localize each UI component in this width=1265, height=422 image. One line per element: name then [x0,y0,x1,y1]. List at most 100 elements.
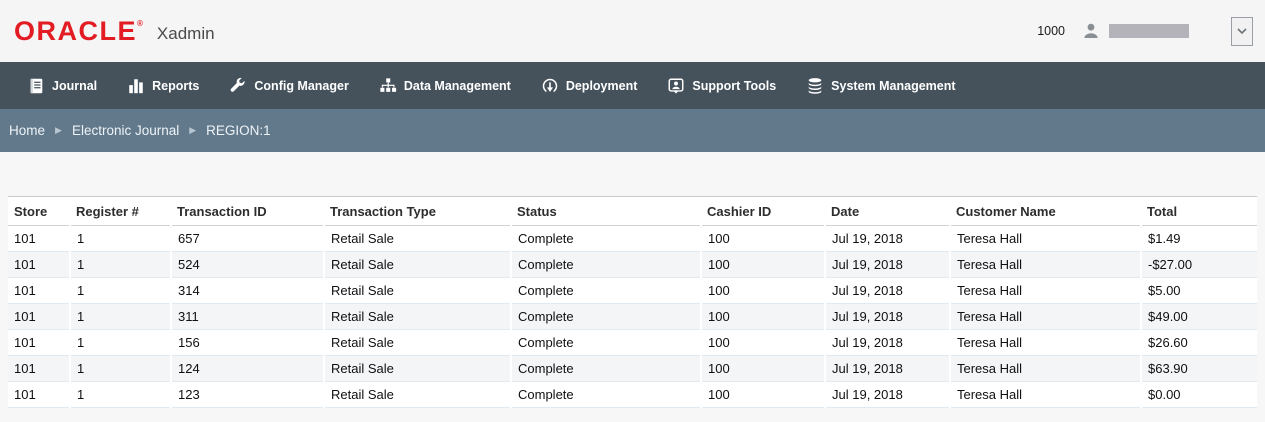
cell-register-: 1 [69,277,171,304]
deploy-icon [541,77,559,95]
cell-transaction-type: Retail Sale [323,225,511,252]
cell-customer-name: Teresa Hall [949,225,1141,252]
org-id: 1000 [1037,24,1065,38]
cell-status: Complete [510,381,701,408]
breadcrumb-separator-icon: ▶ [189,125,197,135]
cell-customer-name: Teresa Hall [949,355,1141,382]
cell-transaction-id: 123 [170,381,324,408]
table-row[interactable]: 101 1 524 Retail Sale Complete 100 Jul 19, 201… [8,251,1257,278]
nav-item-system-management[interactable]: System Management [806,77,956,95]
nav-item-label: Journal [52,78,98,93]
registered-mark: ® [137,18,143,28]
person-icon [1081,21,1101,41]
cell-register-: 1 [69,303,171,330]
nav-item-label: Support Tools [692,78,777,93]
cell-transaction-type: Retail Sale [323,277,511,304]
support-icon [667,77,685,95]
column-header-total[interactable]: Total [1141,196,1257,226]
table-row[interactable]: 101 1 123 Retail Sale Complete 100 Jul 19, 201… [8,381,1257,408]
nav-item-label: Config Manager [254,78,349,93]
column-header-cashier-id[interactable]: Cashier ID [701,196,825,226]
cell-transaction-id: 156 [170,329,324,356]
table-row[interactable]: 101 1 124 Retail Sale Complete 100 Jul 19, 201… [8,355,1257,382]
cell-total: $5.00 [1140,277,1257,304]
breadcrumb: Home ▶ Electronic Journal ▶ REGION:1 [0,109,1265,152]
main-nav: Journal Reports Config Manager Data Managem… [0,62,1265,109]
cell-transaction-id: 657 [170,225,324,252]
header-dropdown[interactable] [1231,16,1253,46]
oracle-logo: ORACLE® [14,15,143,46]
cell-store: 101 [8,381,70,408]
nav-item-support-tools[interactable]: Support Tools [667,77,776,95]
table-header-row: Store Register # Transaction ID Transaction… [8,196,1257,226]
cell-date: Jul 19, 2018 [824,381,950,408]
cell-transaction-type: Retail Sale [323,355,511,382]
table-row[interactable]: 101 1 657 Retail Sale Complete 100 Jul 19, 201… [8,225,1257,252]
breadcrumb-item-home[interactable]: Home [9,123,46,138]
table-row[interactable]: 101 1 314 Retail Sale Complete 100 Jul 19, 201… [8,277,1257,304]
cell-store: 101 [8,329,70,356]
cell-transaction-type: Retail Sale [323,303,511,330]
cell-date: Jul 19, 2018 [824,355,950,382]
breadcrumb-item-region-1: REGION:1 [206,123,271,138]
transactions-table: Store Register # Transaction ID Transaction… [8,196,1257,408]
cell-date: Jul 19, 2018 [824,303,950,330]
cell-register-: 1 [69,329,171,356]
cell-register-: 1 [69,225,171,252]
cell-store: 101 [8,355,70,382]
cell-status: Complete [510,225,701,252]
column-header-date[interactable]: Date [825,196,950,226]
cell-register-: 1 [69,381,171,408]
cell-cashier-id: 100 [700,355,825,382]
cell-customer-name: Teresa Hall [949,303,1141,330]
nav-item-data-management[interactable]: Data Management [379,77,511,95]
cell-store: 101 [8,225,70,252]
column-header-customer-name[interactable]: Customer Name [950,196,1141,226]
cell-register-: 1 [69,355,171,382]
cell-register-: 1 [69,251,171,278]
nav-item-journal[interactable]: Journal [27,77,97,95]
cell-transaction-type: Retail Sale [323,381,511,408]
breadcrumb-separator-icon: ▶ [55,125,62,135]
cell-cashier-id: 100 [700,381,825,408]
cell-status: Complete [510,329,701,356]
cell-customer-name: Teresa Hall [949,277,1141,304]
nav-item-config-manager[interactable]: Config Manager [229,77,349,95]
cell-status: Complete [510,277,701,304]
sitemap-icon [379,77,397,95]
app-title: Xadmin [156,24,215,43]
column-header-register-[interactable]: Register # [70,196,171,226]
table-row[interactable]: 101 1 311 Retail Sale Complete 100 Jul 19, 201… [8,303,1257,330]
cell-cashier-id: 100 [700,225,825,252]
column-header-transaction-id[interactable]: Transaction ID [171,196,324,226]
cell-total: $1.49 [1140,225,1257,252]
breadcrumb-item-electronic-journal[interactable]: Electronic Journal [71,123,180,138]
cell-total: $26.60 [1140,329,1257,356]
cell-transaction-id: 314 [170,277,324,304]
nav-item-reports[interactable]: Reports [127,77,199,95]
cell-total: -$27.00 [1140,251,1257,278]
nav-item-deployment[interactable]: Deployment [541,77,638,95]
cell-customer-name: Teresa Hall [949,329,1141,356]
column-header-transaction-type[interactable]: Transaction Type [324,196,511,226]
nav-item-label: Data Management [403,78,511,93]
column-header-status[interactable]: Status [511,196,701,226]
header-right: 1000 [1037,16,1253,46]
cell-date: Jul 19, 2018 [824,251,950,278]
column-header-store[interactable]: Store [8,196,70,226]
cell-date: Jul 19, 2018 [824,225,950,252]
cell-transaction-id: 311 [170,303,324,330]
cell-cashier-id: 100 [700,329,825,356]
cell-store: 101 [8,251,70,278]
cell-status: Complete [510,303,701,330]
cell-customer-name: Teresa Hall [949,381,1141,408]
nav-item-label: Reports [152,78,200,93]
cell-status: Complete [510,251,701,278]
table-row[interactable]: 101 1 156 Retail Sale Complete 100 Jul 19, 201… [8,329,1257,356]
cell-transaction-id: 524 [170,251,324,278]
cell-cashier-id: 100 [700,251,825,278]
cell-store: 101 [8,277,70,304]
cell-cashier-id: 100 [700,303,825,330]
cell-date: Jul 19, 2018 [824,277,950,304]
nav-item-label: Deployment [565,78,638,93]
